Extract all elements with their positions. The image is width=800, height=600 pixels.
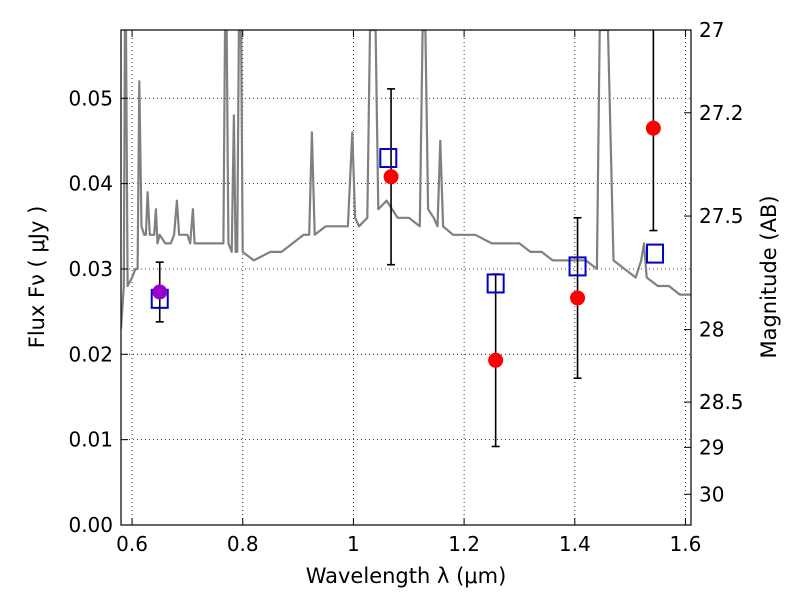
x-axis-title: Wavelength λ (μm) — [306, 564, 507, 588]
x-axis: 0.6 0.8 1 1.2 1.4 1.6 — [116, 30, 701, 556]
y-tick-label: 0.03 — [68, 257, 113, 281]
observed-point-marker — [645, 120, 661, 136]
x-tick-label: 0.6 — [116, 532, 148, 556]
model-square-marker — [568, 256, 587, 277]
grid-lines — [121, 30, 691, 525]
x-tick-label: 1.4 — [559, 532, 591, 556]
y-axis-left: 0.00 0.01 0.02 0.03 0.04 0.05 — [68, 86, 128, 537]
right-tick-label: 27.5 — [699, 204, 744, 228]
observed-point-marker — [383, 169, 399, 185]
y-tick-label: 0.04 — [68, 172, 113, 196]
observed-point-marker — [152, 284, 168, 300]
x-tick-label: 1.6 — [670, 532, 702, 556]
y-axis-title: Flux Fν ( μJy ) — [25, 206, 49, 349]
model-square-marker — [646, 243, 665, 264]
y-tick-label: 0.02 — [68, 342, 113, 366]
right-tick-label: 30 — [699, 482, 724, 506]
y-axis-right: 27 27.2 27.5 28 28.5 29 30 — [684, 18, 744, 506]
right-tick-label: 27 — [699, 18, 724, 42]
model-square-marker — [486, 273, 505, 294]
x-tick-label: 0.8 — [227, 532, 259, 556]
observed-point-marker — [570, 290, 586, 306]
y-axis-right-title: Magnitude (AB) — [757, 195, 781, 358]
marker-layer — [150, 120, 665, 368]
y-tick-label: 0.01 — [68, 428, 113, 452]
right-tick-label: 28.5 — [699, 390, 744, 414]
right-tick-label: 29 — [699, 435, 724, 459]
spectrum-layer — [121, 30, 691, 329]
y-tick-label: 0.05 — [68, 86, 113, 110]
x-tick-label: 1.2 — [448, 532, 480, 556]
y-tick-label: 0.00 — [68, 513, 113, 537]
right-tick-label: 27.2 — [699, 101, 744, 125]
observed-point-marker — [488, 352, 504, 368]
right-tick-label: 28 — [699, 318, 724, 342]
spectrum-line — [121, 30, 691, 329]
x-tick-label: 1 — [347, 532, 360, 556]
model-square-marker — [379, 148, 398, 169]
plot-frame — [120, 29, 692, 526]
